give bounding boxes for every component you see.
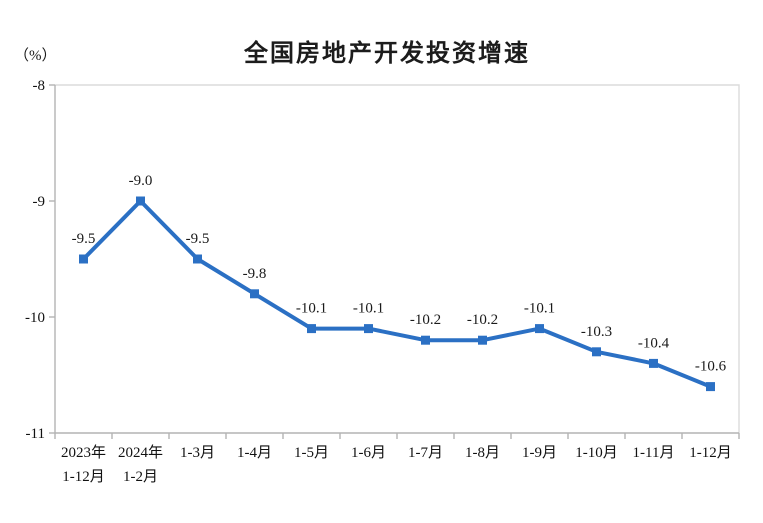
- x-tick-label: 1-7月: [408, 445, 443, 461]
- data-label: -9.0: [129, 173, 153, 189]
- data-label: -10.1: [524, 301, 555, 317]
- data-label: -10.2: [467, 312, 498, 328]
- data-point: [535, 324, 544, 334]
- x-tick-label: 1-10月: [575, 445, 618, 461]
- data-point: [364, 324, 373, 334]
- x-tick-label: 1-5月: [294, 445, 329, 461]
- data-point: [250, 289, 259, 299]
- data-label: -10.1: [296, 301, 327, 317]
- data-point: [649, 358, 658, 368]
- y-tick-label: -10: [25, 310, 45, 326]
- data-point: [706, 382, 715, 392]
- data-label: -10.6: [695, 359, 727, 375]
- x-tick-label: 2023年 1-12月: [61, 444, 106, 485]
- data-label: -10.1: [353, 301, 384, 317]
- y-tick-label: -11: [26, 426, 45, 442]
- y-axis-unit-label: （%）: [14, 48, 57, 64]
- data-label: -9.5: [72, 231, 96, 247]
- x-tick-label: 1-3月: [180, 445, 215, 461]
- data-point: [307, 324, 316, 334]
- plot-border: [55, 84, 740, 433]
- data-point: [592, 347, 601, 357]
- x-tick-label: 1-12月: [689, 445, 732, 461]
- data-point: [79, 254, 88, 264]
- chart-title: 全国房地产开发投资增速: [244, 40, 530, 67]
- data-point: [478, 335, 487, 345]
- y-tick-label: -8: [33, 78, 46, 94]
- x-tick-label: 1-9月: [522, 445, 557, 461]
- x-tick-label: 1-11月: [633, 445, 675, 461]
- x-tick-label: 1-4月: [237, 445, 272, 461]
- data-label: -9.8: [243, 266, 267, 282]
- data-point: [193, 254, 202, 264]
- x-tick-label: 1-8月: [465, 445, 500, 461]
- data-label: -10.3: [581, 324, 612, 340]
- x-tick-label: 1-6月: [351, 445, 386, 461]
- x-tick-label: 2024年 1-2月: [118, 444, 163, 485]
- data-point: [136, 196, 145, 206]
- data-label: -10.2: [410, 312, 441, 328]
- data-label: -9.5: [186, 231, 210, 247]
- y-tick-label: -9: [33, 194, 46, 210]
- data-line: [81, 199, 713, 389]
- data-label: -10.4: [638, 335, 670, 351]
- data-point: [421, 335, 430, 345]
